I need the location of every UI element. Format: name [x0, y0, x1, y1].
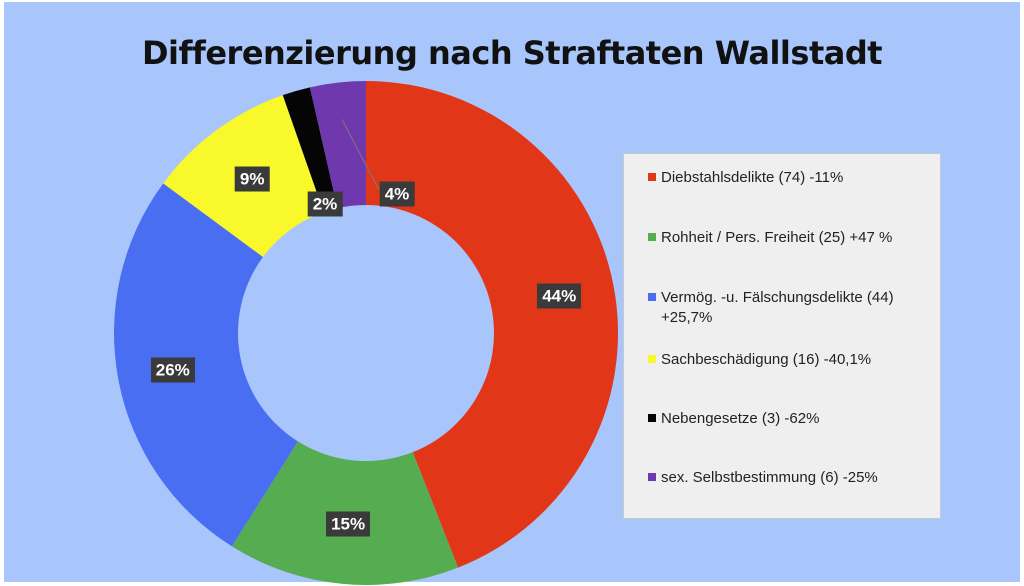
legend-swatch [648, 355, 656, 363]
legend-label: Vermög. -u. Fälschungsdelikte (44) [661, 289, 894, 306]
legend-swatch [648, 414, 656, 422]
legend-label: Diebstahlsdelikte (74) -11% [661, 169, 844, 186]
legend-label: Nebengesetze (3) -62% [661, 410, 820, 427]
data-label-rohheit-pers-freiheit: 15% [326, 511, 371, 537]
slice-sex-selbstbestimmung [309, 81, 366, 209]
legend: Diebstahlsdelikte (74) -11% Rohheit / Per… [623, 153, 941, 519]
data-label-sachbesch-digung: 9% [234, 166, 270, 192]
legend-item-verm-g-u-f-lschungsdelikte: Vermög. -u. Fälschungsdelikte (44) +25,7% [648, 288, 933, 328]
chart-title: Differenzierung nach Straftaten Wallstad… [141, 34, 883, 72]
legend-swatch [648, 233, 656, 241]
legend-swatch [648, 173, 656, 181]
legend-item-diebstahlsdelikte: Diebstahlsdelikte (74) -11% [648, 168, 933, 188]
slice-diebstahlsdelikte [366, 80, 619, 568]
legend-item-nebengesetze: Nebengesetze (3) -62% [648, 409, 933, 429]
legend-item-sex-selbstbestimmung: sex. Selbstbestimmung (6) -25% [648, 468, 933, 488]
data-label-verm-g-u-f-lschungsdelikte: 26% [150, 357, 195, 383]
data-label-sex-selbstbestimmung: 4% [379, 181, 415, 207]
legend-swatch [648, 293, 656, 301]
data-label-diebstahlsdelikte: 44% [537, 283, 582, 309]
legend-swatch [648, 473, 656, 481]
legend-label: sex. Selbstbestimmung (6) -25% [661, 469, 878, 486]
legend-label: Rohheit / Pers. Freiheit (25) +47 % [661, 229, 893, 246]
leader-line-4-percent [341, 119, 380, 191]
legend-label-continued: +25,7% [661, 309, 713, 326]
legend-item-sachbesch-digung: Sachbeschädigung (16) -40,1% [648, 350, 933, 370]
legend-item-rohheit-pers-freiheit: Rohheit / Pers. Freiheit (25) +47 % [648, 228, 933, 248]
legend-label: Sachbeschädigung (16) -40,1% [661, 351, 872, 368]
data-label-nebengesetze: 2% [307, 191, 343, 217]
slice-verm-g-u-f-lschungsdelikte [113, 183, 298, 547]
slice-nebengesetze [282, 87, 338, 213]
